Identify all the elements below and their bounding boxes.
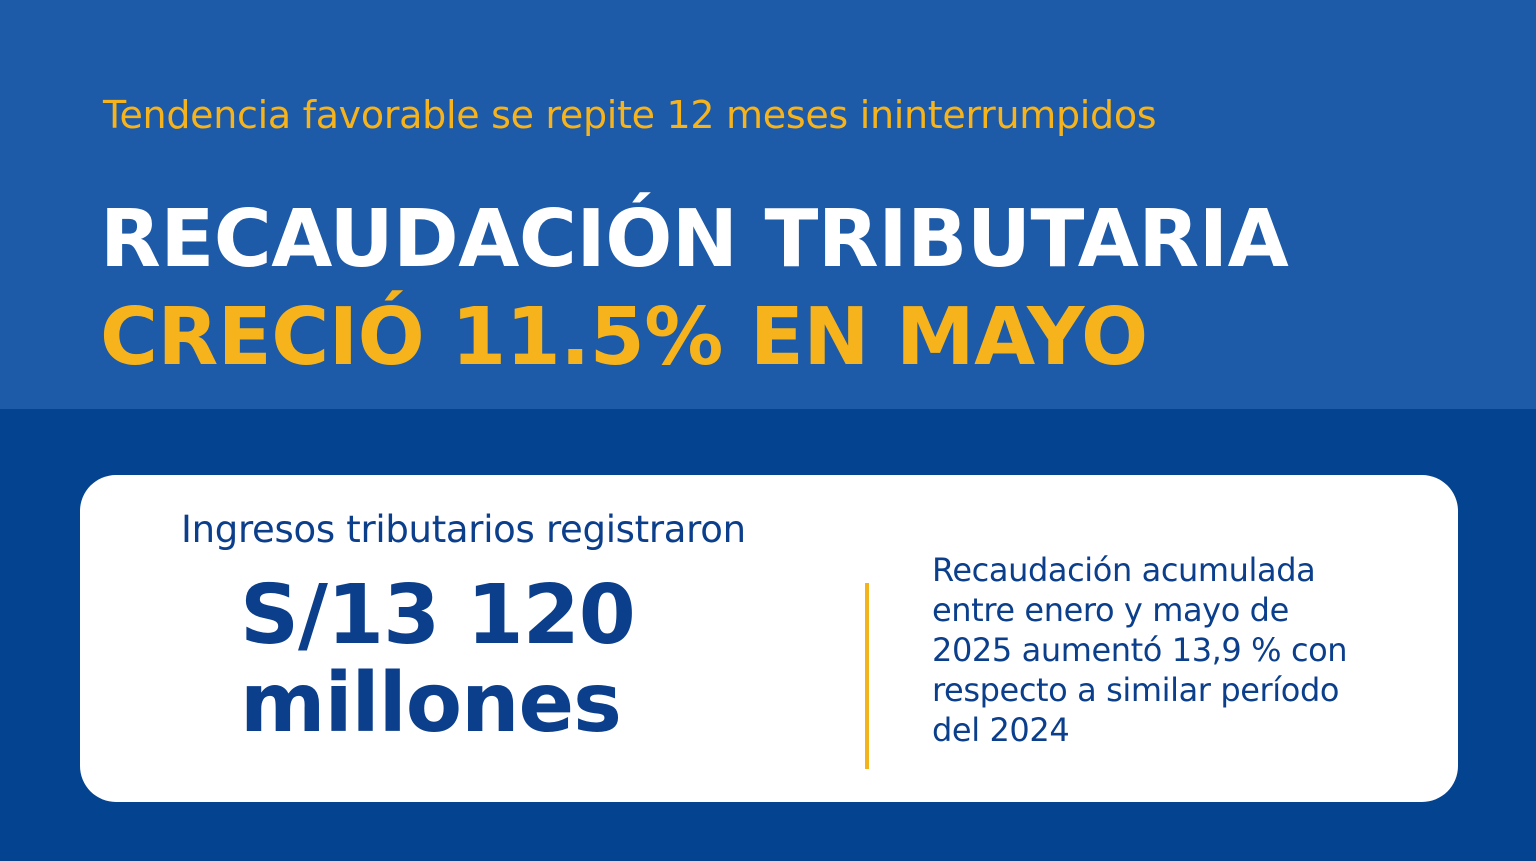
header-band — [0, 0, 1536, 409]
accumulated-note-line: respecto a similar período — [932, 671, 1340, 709]
income-label: Ingresos tributarios registraron — [181, 508, 746, 551]
subtitle: Tendencia favorable se repite 12 meses i… — [103, 93, 1157, 137]
accumulated-note-line: entre enero y mayo de — [932, 591, 1289, 629]
income-amount: S/13 120 millones — [240, 568, 636, 751]
accumulated-note: Recaudación acumulada entre enero y mayo… — [932, 550, 1432, 750]
vertical-divider — [865, 583, 869, 769]
amount-value: S/13 120 — [240, 568, 636, 663]
headline-line-2: CRECIÓ 11.5% EN MAYO — [100, 291, 1148, 383]
accumulated-note-line: del 2024 — [932, 711, 1070, 749]
amount-unit: millones — [240, 656, 622, 751]
headline: RECAUDACIÓN TRIBUTARIA CRECIÓ 11.5% EN M… — [100, 190, 1289, 386]
headline-line-1: RECAUDACIÓN TRIBUTARIA — [100, 193, 1289, 285]
accumulated-note-line: Recaudación acumulada — [932, 551, 1316, 589]
info-card: Ingresos tributarios registraron S/13 12… — [80, 475, 1458, 802]
card-left-panel: Ingresos tributarios registraron S/13 12… — [80, 475, 866, 802]
accumulated-note-line: 2025 aumentó 13,9 % con — [932, 631, 1348, 669]
